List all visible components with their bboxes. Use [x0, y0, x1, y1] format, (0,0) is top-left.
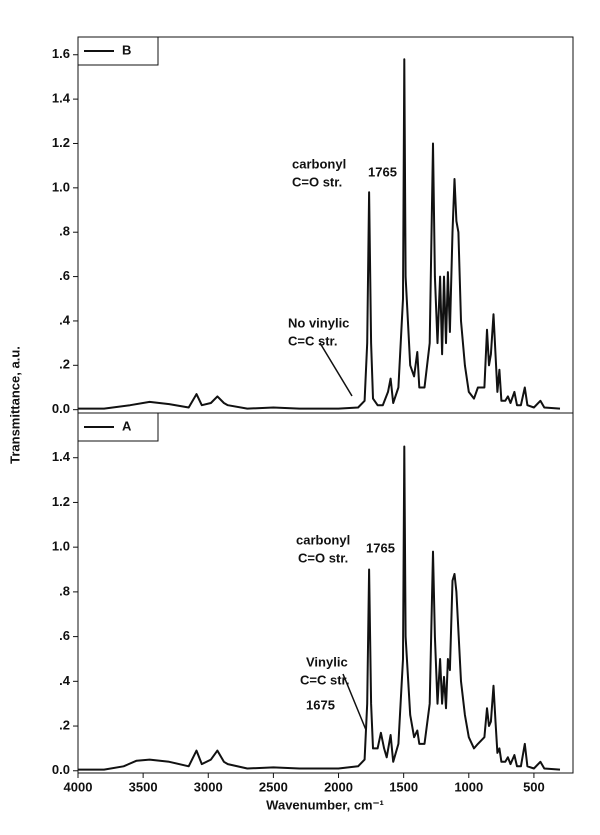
spectrum-line: [78, 58, 561, 410]
y-tick-label: .4: [59, 312, 71, 327]
x-tick-label: 2500: [259, 779, 288, 794]
x-axis-label: Wavenumber, cm⁻¹: [266, 797, 384, 812]
annotation: 1765: [368, 164, 397, 179]
y-tick-label: 0.0: [52, 762, 70, 777]
legend-label: B: [122, 42, 131, 57]
y-axis-label: Transmittance, a.u.: [7, 346, 22, 464]
y-tick-label: .8: [59, 583, 70, 598]
y-tick-label: 1.2: [52, 135, 70, 150]
y-tick-label: 1.0: [52, 179, 70, 194]
y-tick-label: 1.0: [52, 539, 70, 554]
x-tick-label: 1500: [389, 779, 418, 794]
annotation: C=C str.: [300, 672, 350, 687]
x-tick-label: 2000: [324, 779, 353, 794]
y-tick-label: 1.4: [52, 91, 71, 106]
x-tick-label: 3000: [194, 779, 223, 794]
y-tick-label: .6: [59, 628, 70, 643]
annotation: 1675: [306, 697, 335, 712]
annotation: C=C str.: [288, 333, 338, 348]
y-tick-label: .2: [59, 357, 70, 372]
plot-frame: [77, 412, 574, 774]
x-tick-label: 1000: [454, 779, 483, 794]
leader-line: [319, 342, 353, 397]
y-tick-label: 1.6: [52, 46, 70, 61]
x-tick-label: 500: [523, 779, 545, 794]
y-tick-label: .6: [59, 268, 70, 283]
y-tick-label: .4: [59, 673, 71, 688]
annotation: Vinylic: [306, 654, 348, 669]
x-tick-label: 3500: [129, 779, 158, 794]
y-tick-label: 1.2: [52, 494, 70, 509]
annotation: 1765: [366, 540, 395, 555]
leader-line: [342, 673, 367, 731]
y-tick-label: .2: [59, 717, 70, 732]
x-tick-label: 4000: [64, 779, 93, 794]
annotation: No vinylic: [288, 315, 349, 330]
spectrum-line: [78, 445, 561, 771]
y-tick-label: .8: [59, 224, 70, 239]
legend-box: [77, 36, 159, 66]
legend-label: A: [122, 418, 132, 433]
y-tick-label: 0.0: [52, 401, 70, 416]
annotation: C=O str.: [292, 174, 342, 189]
annotation: carbonyl: [292, 156, 346, 171]
plot-frame: [77, 36, 574, 414]
annotation: C=O str.: [298, 550, 348, 565]
annotation: carbonyl: [296, 532, 350, 547]
y-tick-label: 1.4: [52, 449, 71, 464]
